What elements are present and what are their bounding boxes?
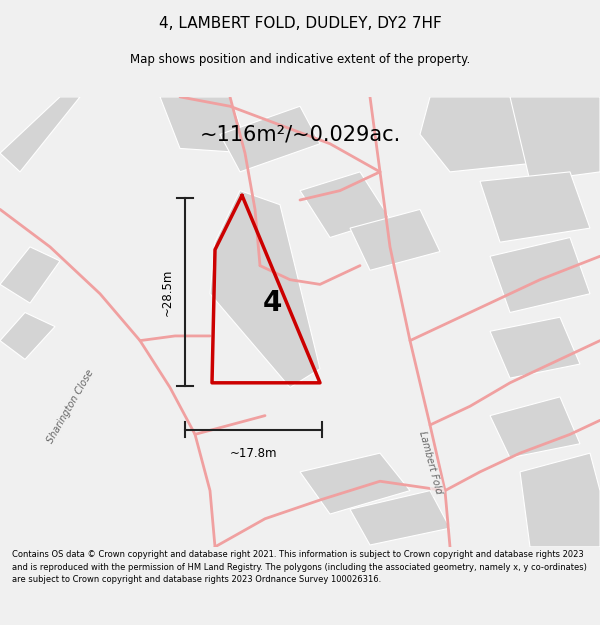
- Text: 4, LAMBERT FOLD, DUDLEY, DY2 7HF: 4, LAMBERT FOLD, DUDLEY, DY2 7HF: [158, 16, 442, 31]
- Polygon shape: [350, 209, 440, 270]
- Polygon shape: [490, 317, 580, 378]
- Polygon shape: [490, 397, 580, 458]
- Polygon shape: [0, 97, 80, 172]
- Polygon shape: [520, 453, 600, 547]
- Polygon shape: [0, 247, 60, 303]
- Text: Map shows position and indicative extent of the property.: Map shows position and indicative extent…: [130, 52, 470, 66]
- Text: 4: 4: [262, 289, 281, 317]
- Polygon shape: [300, 172, 390, 238]
- Polygon shape: [490, 238, 590, 312]
- Polygon shape: [350, 491, 450, 545]
- Text: ~116m²/~0.029ac.: ~116m²/~0.029ac.: [199, 124, 401, 144]
- Polygon shape: [160, 97, 250, 153]
- Polygon shape: [480, 172, 590, 242]
- Polygon shape: [220, 106, 320, 172]
- Polygon shape: [0, 312, 55, 359]
- Text: Sharington Close: Sharington Close: [45, 368, 95, 445]
- Text: ~17.8m: ~17.8m: [230, 447, 277, 459]
- Text: Lambert Fold: Lambert Fold: [417, 430, 443, 495]
- Polygon shape: [420, 97, 540, 172]
- Polygon shape: [510, 97, 600, 181]
- Text: Contains OS data © Crown copyright and database right 2021. This information is : Contains OS data © Crown copyright and d…: [12, 550, 587, 584]
- Polygon shape: [300, 453, 410, 514]
- Polygon shape: [210, 191, 320, 388]
- Text: ~28.5m: ~28.5m: [161, 268, 173, 316]
